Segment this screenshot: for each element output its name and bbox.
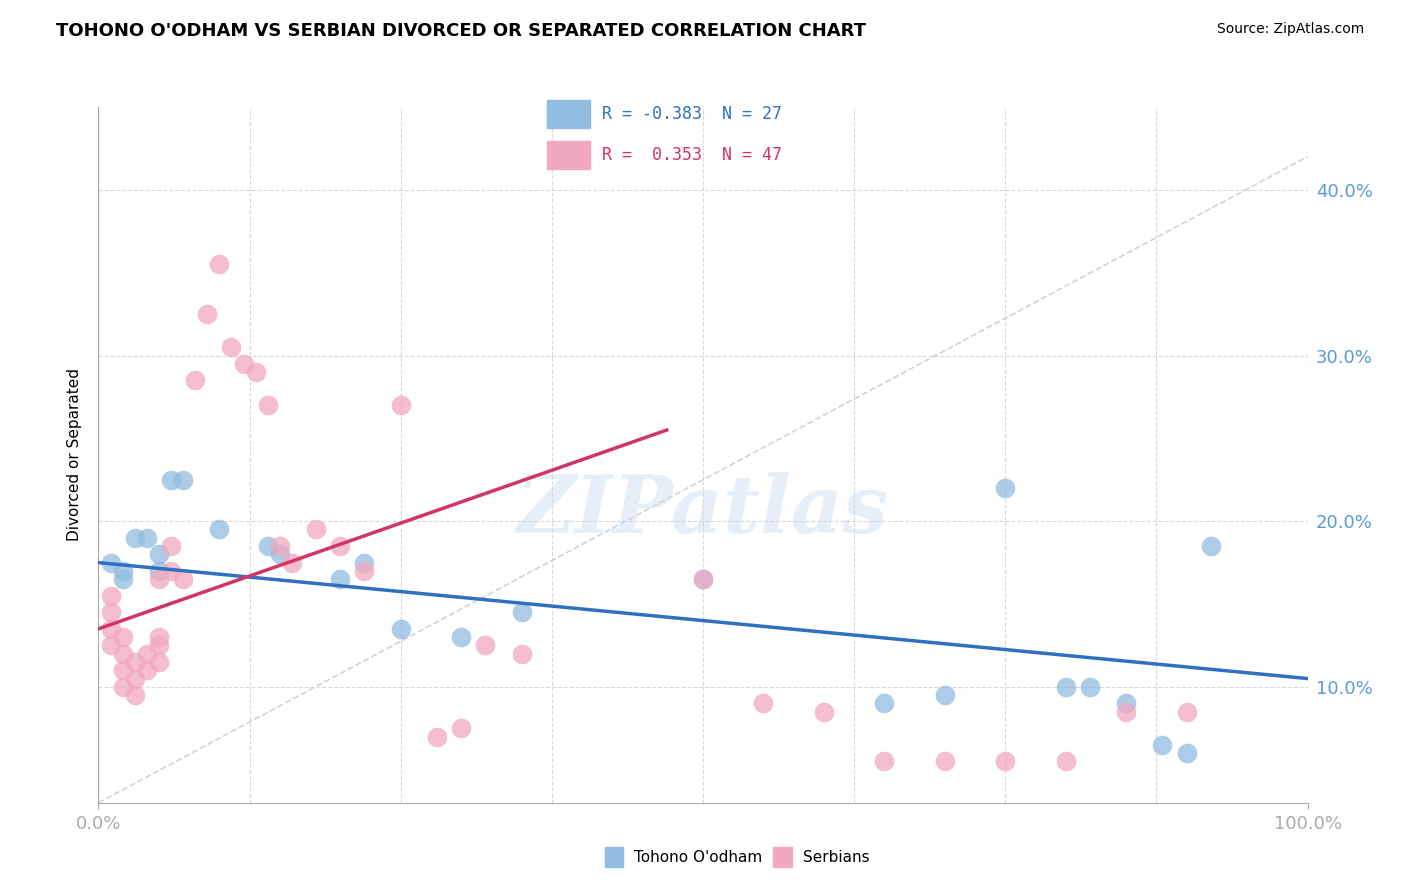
Point [100, 622, 122, 636]
Point [692, 572, 714, 586]
Point [100, 556, 122, 570]
Point [172, 572, 194, 586]
Point [160, 473, 183, 487]
Point [160, 564, 183, 578]
Point [148, 572, 170, 586]
Point [994, 755, 1017, 769]
Point [389, 398, 412, 412]
Point [329, 572, 352, 586]
Point [305, 523, 328, 537]
Bar [547, 141, 591, 169]
Point [256, 398, 278, 412]
Point [111, 630, 134, 644]
Point [172, 473, 194, 487]
Point [281, 556, 304, 570]
Point [208, 257, 231, 271]
Point [124, 688, 146, 702]
Point [245, 365, 267, 379]
Point [1199, 539, 1222, 553]
Point [813, 705, 835, 719]
Point [100, 639, 122, 653]
Point [100, 589, 122, 603]
Point [124, 655, 146, 669]
Point [1152, 738, 1174, 752]
Point [510, 647, 533, 661]
Point [1054, 755, 1077, 769]
Point [450, 630, 472, 644]
Point [873, 755, 896, 769]
Point [752, 697, 775, 711]
Point [135, 663, 157, 677]
Point [232, 357, 254, 371]
Point [1115, 705, 1137, 719]
Point [692, 572, 714, 586]
Point [221, 340, 243, 354]
Point [994, 481, 1017, 495]
Point [426, 730, 449, 744]
Text: R =  0.353  N = 47: R = 0.353 N = 47 [602, 146, 782, 164]
Point [135, 531, 157, 545]
Point [111, 680, 134, 694]
Point [124, 531, 146, 545]
Point [124, 672, 146, 686]
Text: ZIPatlas: ZIPatlas [517, 472, 889, 549]
Point [353, 556, 375, 570]
Point [135, 647, 157, 661]
Point [111, 572, 134, 586]
Point [195, 307, 218, 321]
Point [934, 755, 956, 769]
Point [510, 605, 533, 619]
Point [873, 697, 896, 711]
Point [1078, 680, 1101, 694]
Point [1054, 680, 1077, 694]
Point [269, 547, 291, 561]
Point [160, 539, 183, 553]
Text: Source: ZipAtlas.com: Source: ZipAtlas.com [1216, 22, 1364, 37]
Point [111, 647, 134, 661]
Point [148, 655, 170, 669]
Point [1175, 746, 1198, 760]
Point [256, 539, 278, 553]
Point [329, 539, 352, 553]
Point [111, 564, 134, 578]
Point [184, 373, 207, 387]
Point [148, 639, 170, 653]
Point [934, 688, 956, 702]
Point [1115, 697, 1137, 711]
Text: TOHONO O'ODHAM VS SERBIAN DIVORCED OR SEPARATED CORRELATION CHART: TOHONO O'ODHAM VS SERBIAN DIVORCED OR SE… [56, 22, 866, 40]
Point [389, 622, 412, 636]
Bar [547, 100, 591, 128]
Point [100, 605, 122, 619]
Text: R = -0.383  N = 27: R = -0.383 N = 27 [602, 105, 782, 123]
Point [474, 639, 496, 653]
Point [353, 564, 375, 578]
Point [1175, 705, 1198, 719]
Point [111, 663, 134, 677]
Point [148, 547, 170, 561]
Point [148, 564, 170, 578]
Text: Serbians: Serbians [803, 850, 869, 864]
Y-axis label: Divorced or Separated: Divorced or Separated [67, 368, 83, 541]
Point [148, 630, 170, 644]
Text: Tohono O'odham: Tohono O'odham [634, 850, 762, 864]
Point [450, 721, 472, 735]
Point [208, 523, 231, 537]
Point [269, 539, 291, 553]
